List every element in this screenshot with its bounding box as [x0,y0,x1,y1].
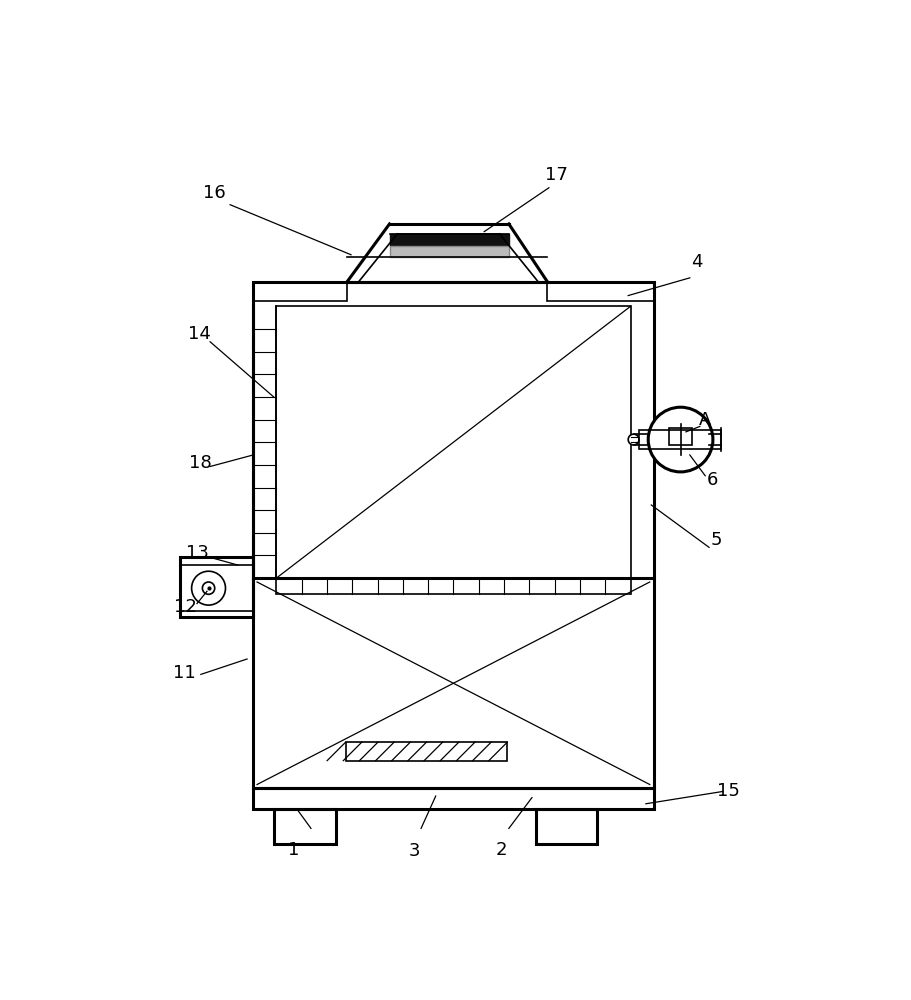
Circle shape [191,571,226,605]
Bar [253,788,653,809]
Text: 17: 17 [545,166,568,184]
Text: 15: 15 [717,782,740,800]
Text: 12: 12 [174,598,197,616]
Bar [548,282,653,301]
Text: 1: 1 [288,841,299,859]
Text: 4: 4 [691,253,702,271]
Text: 14: 14 [188,325,210,343]
Text: 2: 2 [496,841,507,859]
Text: 13: 13 [186,544,209,562]
Bar [390,246,509,257]
Bar [180,557,253,617]
Text: 18: 18 [189,454,212,472]
Bar [669,428,692,445]
Circle shape [202,582,215,594]
Bar [536,809,598,844]
Bar [276,306,630,578]
Bar [345,742,507,761]
Text: 5: 5 [711,531,722,549]
Text: 3: 3 [409,842,421,860]
Text: 16: 16 [203,184,226,202]
Circle shape [629,434,639,445]
Text: 11: 11 [172,664,195,682]
Circle shape [649,407,713,472]
Bar [276,578,630,594]
Text: A: A [699,411,711,429]
Bar [390,234,509,246]
Bar [639,430,721,449]
Text: 6: 6 [707,471,719,489]
Bar [253,282,653,788]
Bar [274,809,335,844]
Bar [253,282,347,301]
